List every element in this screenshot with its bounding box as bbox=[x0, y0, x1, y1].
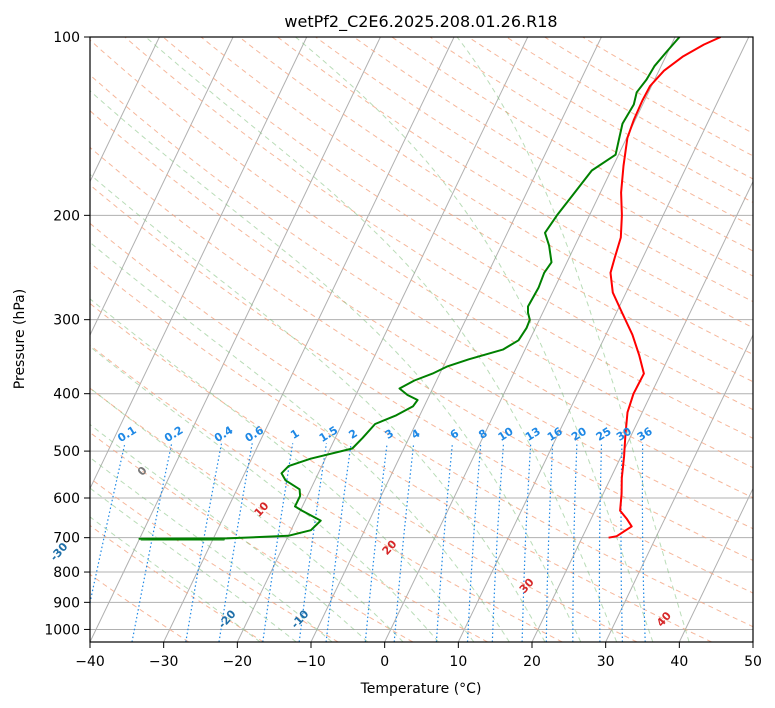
x-tick-label: 20 bbox=[523, 654, 541, 670]
x-tick-label: −40 bbox=[75, 654, 105, 670]
x-tick-label: −30 bbox=[149, 654, 179, 670]
y-tick-label: 500 bbox=[53, 444, 80, 460]
y-tick-label: 100 bbox=[53, 30, 80, 46]
mixing-ratio-line bbox=[185, 443, 223, 642]
y-tick-label: 300 bbox=[53, 313, 80, 329]
x-tick-label: 0 bbox=[380, 654, 389, 670]
y-tick-label: 200 bbox=[53, 208, 80, 224]
mixing-ratio-line bbox=[641, 443, 646, 642]
dry-adiabat-line bbox=[90, 146, 753, 561]
moist-adiabat-line bbox=[90, 423, 368, 642]
dry-adiabat-line bbox=[90, 431, 414, 642]
y-axis-label: Pressure (hPa) bbox=[12, 289, 28, 389]
isotherm-line bbox=[236, 37, 529, 642]
mixing-ratio-line bbox=[435, 443, 453, 642]
mixing-ratio-line bbox=[572, 443, 578, 642]
y-tick-label: 800 bbox=[53, 565, 80, 581]
chart-title: wetPf2_C2E6.2025.208.01.26.R18 bbox=[284, 12, 557, 32]
dry-adiabat-line bbox=[90, 184, 753, 594]
y-tick-label: 700 bbox=[53, 531, 80, 547]
dry-adiabat-line bbox=[90, 573, 190, 642]
dry-adiabat-line bbox=[90, 344, 563, 642]
mixing-ratio-line bbox=[521, 443, 532, 642]
mixing-ratio-line bbox=[491, 443, 505, 642]
mixing-ratio-line bbox=[545, 443, 554, 642]
dry-adiabat-line bbox=[315, 37, 753, 303]
dry-adiabat-line bbox=[90, 222, 753, 628]
dry-adiabat-line bbox=[162, 37, 753, 411]
moist-adiabat-line bbox=[90, 90, 582, 642]
mixing-ratio-line bbox=[325, 443, 352, 642]
y-tick-label: 1000 bbox=[44, 622, 80, 638]
isotherm-line bbox=[310, 37, 602, 642]
temperature-profile bbox=[608, 37, 722, 539]
x-tick-label: 50 bbox=[744, 654, 762, 670]
x-tick-label: −20 bbox=[223, 654, 253, 670]
isotherm-line bbox=[163, 37, 455, 642]
dry-adiabat-line bbox=[90, 110, 753, 530]
mixing-ratio-line bbox=[393, 443, 415, 642]
isotherm-line bbox=[678, 487, 753, 642]
isotherm-line bbox=[531, 180, 753, 642]
x-tick-label: 10 bbox=[449, 654, 467, 670]
dry-adiabat-line bbox=[238, 37, 753, 355]
dry-adiabat-line bbox=[90, 477, 339, 642]
isotherm-line bbox=[90, 37, 234, 337]
y-tick-label: 400 bbox=[53, 387, 80, 403]
moist-adiabat-line bbox=[145, 37, 618, 642]
moist-adiabat-line bbox=[90, 456, 333, 642]
mixing-ratio-line bbox=[598, 443, 603, 642]
y-tick-label: 600 bbox=[53, 491, 80, 507]
dewpoint-profile bbox=[138, 37, 681, 541]
x-axis-label: Temperature (°C) bbox=[360, 681, 482, 697]
x-tick-label: −10 bbox=[296, 654, 326, 670]
plot-frame bbox=[89, 36, 754, 643]
moist-adiabat-line bbox=[295, 37, 654, 642]
isotherm-line bbox=[605, 333, 753, 642]
dry-adiabat-line bbox=[90, 262, 712, 642]
mixing-ratio-line bbox=[364, 443, 388, 642]
moist-adiabat-line bbox=[90, 173, 546, 642]
mixing-ratio-line bbox=[218, 443, 253, 642]
x-tick-label: 30 bbox=[597, 654, 615, 670]
mixing-ratio-line bbox=[298, 443, 327, 642]
isotherm-line bbox=[90, 37, 308, 490]
x-tick-label: 40 bbox=[670, 654, 688, 670]
y-tick-label: 900 bbox=[53, 595, 80, 611]
dry-adiabat-line bbox=[90, 302, 638, 642]
mixing-ratio-line bbox=[620, 443, 623, 642]
isotherm-line bbox=[90, 37, 381, 642]
mixing-ratio-line bbox=[466, 443, 482, 642]
mixing-ratio-line bbox=[262, 443, 294, 642]
isotherm-line bbox=[90, 37, 160, 183]
dry-adiabat-line bbox=[90, 39, 753, 469]
moist-adiabat-line bbox=[90, 346, 439, 642]
isotherm-line bbox=[457, 37, 750, 642]
mixing-ratio-line bbox=[131, 443, 173, 642]
